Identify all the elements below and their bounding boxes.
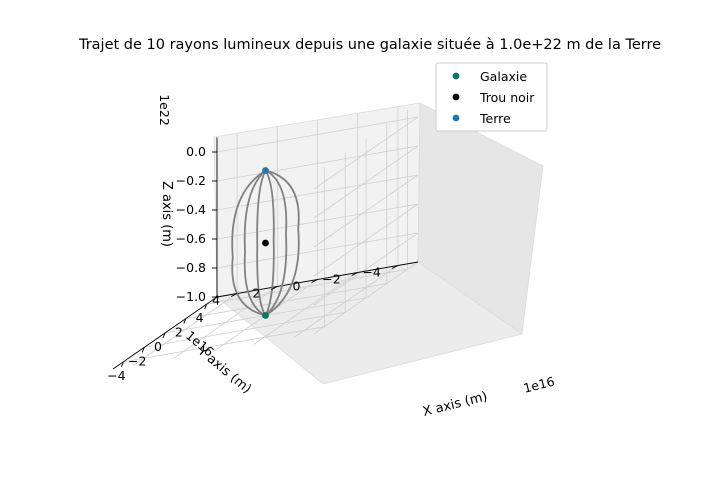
markers xyxy=(262,167,269,319)
y-tick-mark xyxy=(311,279,318,283)
light-ray xyxy=(243,169,267,317)
x-tick-label: −2 xyxy=(128,353,146,368)
legend-label: Terre xyxy=(479,111,511,126)
grid-line-z-right xyxy=(313,261,419,335)
z-tick-label: −0.2 xyxy=(176,173,206,188)
z-tick-label: −0.6 xyxy=(176,231,206,246)
light-ray xyxy=(264,170,275,316)
legend-marker xyxy=(452,93,460,101)
x-tick-label: 4 xyxy=(196,310,204,325)
legend: Galaxie Trou noir Terre xyxy=(435,62,548,132)
y-tick-label: 4 xyxy=(212,293,220,308)
z-offset-text: 1e22 xyxy=(157,94,172,126)
grid-line-y-floor xyxy=(253,272,358,345)
grid-line-z-right xyxy=(313,203,419,277)
x-tick-mark xyxy=(204,304,208,310)
point-galaxie xyxy=(262,312,269,319)
x-tick-mark xyxy=(183,318,187,324)
grid-line-z-right xyxy=(313,174,419,248)
grid-line-z-left xyxy=(216,232,419,269)
z-tick-label: −1.0 xyxy=(176,289,206,304)
x-tick-label: −4 xyxy=(107,368,125,383)
legend-marker xyxy=(452,114,460,122)
light-ray xyxy=(265,169,300,317)
grid-line-z-left xyxy=(216,174,419,211)
y-tick-mark xyxy=(230,293,238,297)
z-tick-label: 0.0 xyxy=(186,144,206,159)
light-ray xyxy=(231,169,266,317)
legend-marker xyxy=(452,72,460,80)
x-offset-text: 1e16 xyxy=(522,374,556,396)
y-tick-label: 2 xyxy=(252,286,260,301)
y-tick-label: −4 xyxy=(362,265,380,280)
grid-line-z-left xyxy=(216,116,419,153)
y-tick-label: 0 xyxy=(293,279,301,294)
x-tick-mark xyxy=(120,361,124,367)
grid-line-z-left xyxy=(216,145,419,182)
x-tick-mark xyxy=(162,332,166,339)
grid-line-z-right xyxy=(313,145,419,219)
point-trou-noir xyxy=(262,239,269,247)
x-axis-label: X axis (m) xyxy=(421,389,489,420)
light-ray xyxy=(264,169,288,317)
grid-line-z-left xyxy=(216,203,419,240)
chart-title: Trajet de 10 rayons lumineux depuis une … xyxy=(78,37,661,53)
x-tick-label: 0 xyxy=(154,339,162,354)
z-tick-label: −0.8 xyxy=(176,260,206,275)
grid-line-y-floor xyxy=(293,265,399,338)
x-tick-mark xyxy=(141,347,145,353)
point-terre xyxy=(262,167,269,174)
z-axis-label: Z axis (m) xyxy=(159,181,174,247)
legend-box xyxy=(435,62,548,132)
y-tick-mark xyxy=(351,272,358,276)
z-tick-label: −0.4 xyxy=(176,202,206,217)
grid-line-z-right xyxy=(313,116,419,190)
y-tick-mark xyxy=(391,265,399,269)
y-tick-label: −2 xyxy=(322,272,340,287)
y-tick-mark xyxy=(271,286,278,290)
light-rays xyxy=(231,169,300,317)
legend-label: Trou noir xyxy=(479,90,535,105)
legend-label: Galaxie xyxy=(480,69,527,84)
x-tick-label: 2 xyxy=(175,325,183,340)
grid-line-y-floor xyxy=(132,293,238,366)
grid-line-z-right xyxy=(313,232,419,306)
light-ray xyxy=(256,170,267,316)
